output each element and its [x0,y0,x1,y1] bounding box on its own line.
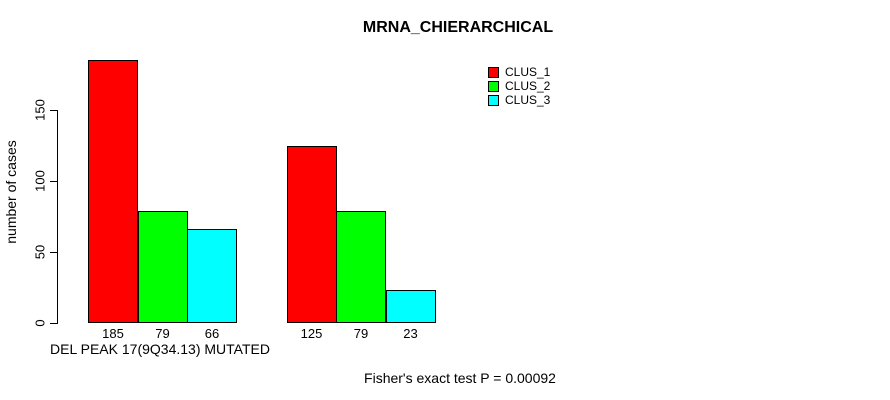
y-axis-tick [50,180,58,182]
y-axis-label: number of cases [3,140,19,244]
y-axis-tick-label: 150 [32,99,48,121]
bar-clus_3-group2 [385,290,436,323]
legend-item-clus_1: CLUS_1 [488,65,550,79]
bar-value-label: 125 [300,326,323,341]
legend-item-clus_3: CLUS_3 [488,93,550,107]
y-axis-tick [50,322,58,324]
bar-clus_2-group1 [137,210,188,323]
bar-value-label: 23 [403,326,418,341]
y-axis-line [57,110,58,324]
y-axis-tick [50,251,58,253]
legend-item-clus_2: CLUS_2 [488,79,550,93]
bar-clus_2-group2 [336,210,386,323]
y-axis-tick-label: 100 [32,170,48,192]
bar-value-label: 66 [204,326,220,341]
legend-label: CLUS_2 [505,79,551,93]
bar-value-label: 79 [353,326,369,341]
y-axis-tick [50,109,58,111]
bar-value-label: 79 [155,326,170,341]
bar-clus_1-group1 [88,60,138,323]
y-axis-tick-label: 50 [32,244,48,260]
y-axis-tick-label: 0 [32,319,48,327]
bar-clus_3-group1 [187,229,237,323]
legend-color-swatch [488,94,499,106]
bar-value-label: 185 [102,326,124,341]
legend: CLUS_1 CLUS_2 CLUS_3 [488,65,550,107]
bar-clus_1-group2 [286,145,337,323]
group-category-label: DEL PEAK 17(9Q34.13) MUTATED [50,341,270,357]
legend-label: CLUS_1 [505,65,551,79]
legend-color-swatch [488,66,499,78]
legend-color-swatch [488,80,499,92]
legend-label: CLUS_3 [505,93,551,107]
chart-title: MRNA_CHIERARCHICAL [362,19,554,36]
fisher-test-annotation: Fisher's exact test P = 0.00092 [364,370,556,386]
